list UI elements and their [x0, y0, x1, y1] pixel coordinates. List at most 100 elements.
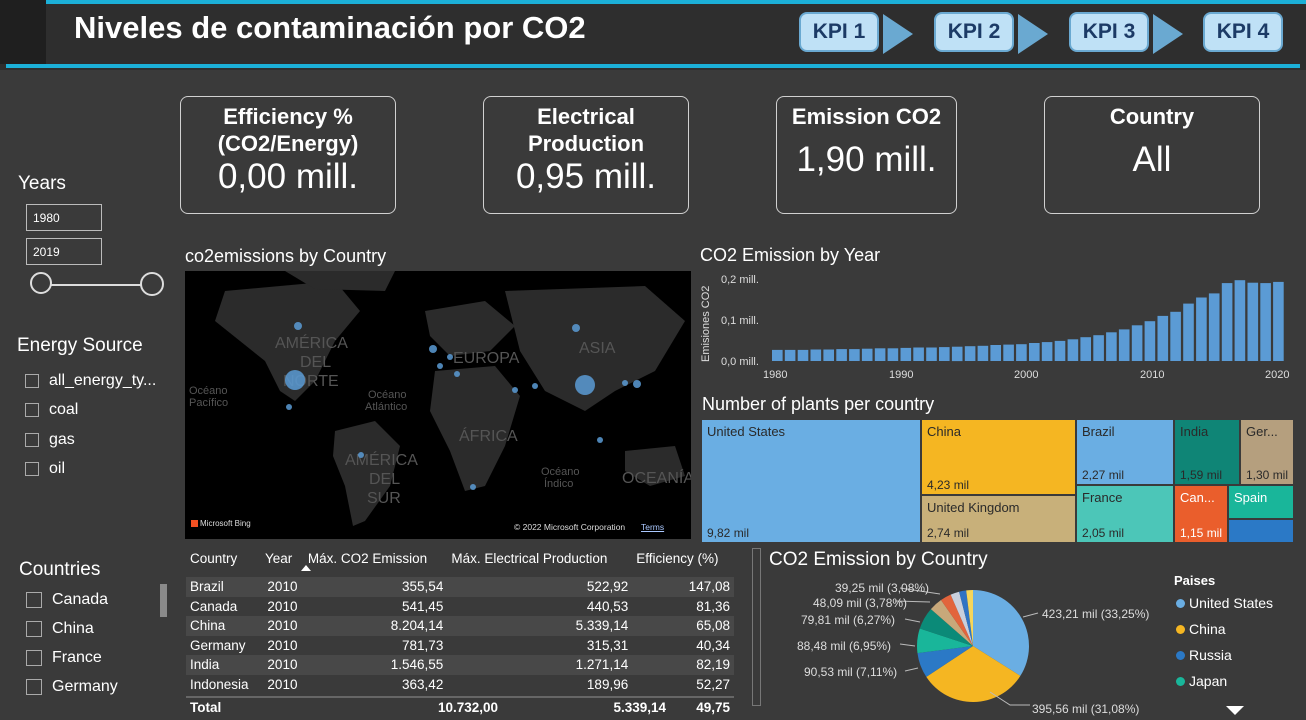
table-row[interactable]: India 2010 1.546,55 1.271,14 82,19	[186, 655, 734, 675]
bar[interactable]	[1208, 293, 1220, 361]
treemap-tile[interactable]: China 4,23 mil	[921, 419, 1076, 495]
pie-slice[interactable]	[916, 628, 973, 654]
kpi-2-button[interactable]: KPI 2	[934, 12, 1014, 52]
treemap-tile[interactable]: Ger... 1,30 mil	[1240, 419, 1294, 485]
world-map[interactable]: AMÉRICA DEL NORTE EUROPA ASIA ÁFRICA AMÉ…	[185, 271, 691, 539]
treemap[interactable]: United States 9,82 mil China 4,23 mil Unit…	[701, 419, 1294, 543]
bar[interactable]	[1234, 280, 1246, 361]
country-checkbox[interactable]: China	[26, 614, 118, 643]
table-row[interactable]: Germany 2010 781,73 315,31 40,34	[190, 637, 730, 653]
bar[interactable]	[1157, 315, 1169, 361]
pie-slice[interactable]	[919, 609, 973, 646]
legend-scroll-down-icon[interactable]	[1226, 706, 1244, 715]
legend-item[interactable]: United States	[1176, 590, 1273, 616]
energy-checkbox[interactable]: coal	[25, 396, 156, 426]
bar[interactable]	[1080, 337, 1091, 361]
bar[interactable]	[1054, 340, 1066, 361]
bar[interactable]	[1029, 343, 1040, 361]
bar[interactable]	[1170, 311, 1181, 361]
bar[interactable]	[1260, 283, 1271, 361]
checkbox[interactable]	[25, 373, 39, 388]
pie-slice[interactable]	[930, 600, 973, 646]
pie-slice[interactable]	[917, 646, 973, 677]
checkbox[interactable]	[25, 432, 39, 447]
pie-slice[interactable]	[926, 646, 1021, 702]
table-scrollbar[interactable]	[752, 548, 761, 706]
kpi-1-button[interactable]: KPI 1	[799, 12, 879, 52]
bar[interactable]	[861, 348, 873, 361]
bar[interactable]	[1003, 344, 1014, 361]
table-row[interactable]: Indonesia 2010 363,42 189,96 52,27	[190, 676, 730, 692]
bar[interactable]	[797, 349, 809, 361]
bar[interactable]	[823, 349, 834, 362]
bar[interactable]	[772, 349, 783, 361]
table-row[interactable]: Brazil 2010 355,54 522,92 147,08	[186, 577, 734, 597]
bar[interactable]	[1093, 335, 1104, 361]
year-to-input[interactable]: 2019	[26, 238, 102, 265]
countries-scrollbar[interactable]	[160, 584, 167, 617]
bar[interactable]	[1144, 321, 1156, 361]
checkbox[interactable]	[25, 462, 39, 477]
energy-checkbox[interactable]: gas	[25, 425, 156, 455]
treemap-tile[interactable]: Can... 1,15 mil	[1174, 485, 1228, 543]
checkbox[interactable]	[26, 649, 42, 666]
treemap-tile[interactable]: India 1,59 mil	[1174, 419, 1240, 485]
bar[interactable]	[874, 348, 886, 361]
bar[interactable]	[951, 346, 963, 362]
treemap-tile[interactable]: Spain	[1228, 485, 1294, 519]
bar[interactable]	[810, 349, 822, 362]
treemap-tile[interactable]: Brazil 2,27 mil	[1076, 419, 1174, 485]
table-row[interactable]: China 2010 8.204,14 5.339,14 65,08	[186, 616, 734, 636]
bar[interactable]	[1196, 297, 1207, 362]
bar[interactable]	[900, 347, 912, 361]
data-table[interactable]: Country Year Máx. CO2 Emission Máx. Elec…	[186, 539, 734, 720]
treemap-tile[interactable]: United Kingdom 2,74 mil	[921, 495, 1076, 543]
pie-slice[interactable]	[966, 590, 973, 646]
col-header[interactable]: Máx. Electrical Production	[451, 550, 608, 566]
treemap-tile[interactable]: France 2,05 mil	[1076, 485, 1174, 543]
bar[interactable]	[1131, 325, 1143, 361]
country-checkbox[interactable]: Canada	[26, 585, 118, 614]
pie-slice[interactable]	[959, 590, 973, 646]
energy-checkbox[interactable]: oil	[25, 455, 156, 485]
bar[interactable]	[939, 347, 950, 361]
checkbox[interactable]	[26, 591, 42, 608]
pie-slice[interactable]	[950, 591, 973, 646]
slider-handle-start[interactable]	[30, 272, 52, 294]
pie-chart[interactable]: 423,21 mil (33,25%) 395,56 mil (31,08%) …	[760, 572, 1170, 720]
year-from-input[interactable]: 1980	[26, 204, 102, 231]
bar[interactable]	[1106, 332, 1117, 361]
bar[interactable]	[926, 347, 937, 362]
bar[interactable]	[1247, 282, 1259, 361]
treemap-tile[interactable]	[1228, 519, 1294, 543]
legend-item[interactable]: Russia	[1176, 642, 1273, 668]
kpi-3-button[interactable]: KPI 3	[1069, 12, 1149, 52]
pie-slice[interactable]	[941, 594, 973, 646]
bar[interactable]	[1016, 344, 1027, 361]
table-row[interactable]: Canada 2010 541,45 440,53 81,36	[190, 598, 730, 614]
bar[interactable]	[836, 349, 847, 361]
pie-slice[interactable]	[973, 590, 1029, 676]
checkbox[interactable]	[26, 678, 42, 695]
energy-checkbox[interactable]: all_energy_ty...	[25, 366, 156, 396]
bar[interactable]	[887, 348, 899, 361]
legend-item[interactable]: China	[1176, 616, 1273, 642]
bar[interactable]	[1183, 303, 1194, 361]
country-checkbox[interactable]: France	[26, 643, 118, 672]
bar[interactable]	[1273, 281, 1284, 361]
col-header[interactable]: Máx. CO2 Emission	[307, 550, 428, 566]
bar[interactable]	[1118, 329, 1130, 361]
col-header[interactable]: Year	[265, 550, 293, 566]
country-checkbox[interactable]: Germany	[26, 672, 118, 701]
bar[interactable]	[913, 347, 924, 362]
col-header[interactable]: Efficiency (%)	[636, 550, 719, 566]
treemap-tile[interactable]: United States 9,82 mil	[701, 419, 921, 543]
checkbox[interactable]	[26, 620, 42, 637]
bar[interactable]	[1221, 283, 1233, 361]
bar[interactable]	[1041, 342, 1053, 361]
kpi-4-button[interactable]: KPI 4	[1203, 12, 1283, 52]
year-slider-track[interactable]	[42, 284, 152, 286]
bar-chart[interactable]: Emisiones CO2 0,2 mill. 0,1 mill. 0,0 mi…	[697, 267, 1302, 387]
col-header[interactable]: Country	[190, 550, 238, 566]
slider-handle-end[interactable]	[140, 272, 164, 296]
